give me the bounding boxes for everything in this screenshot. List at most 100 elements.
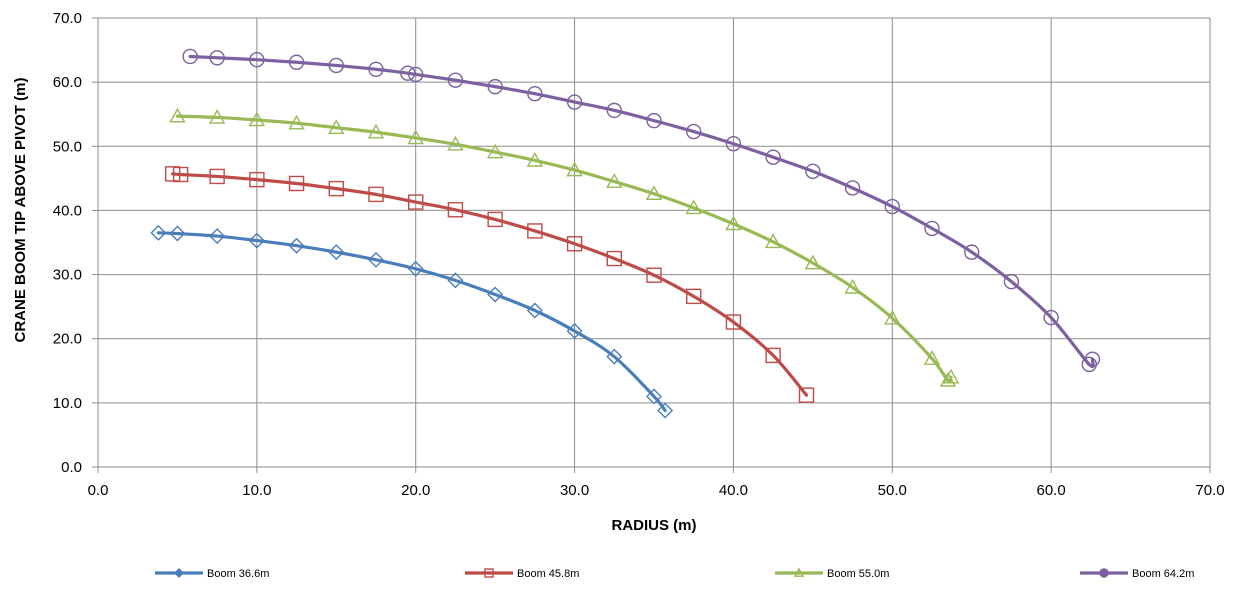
y-tick-label: 30.0 xyxy=(53,267,82,284)
series-line xyxy=(156,231,667,413)
data-point xyxy=(169,225,186,242)
x-axis-ticks: 0.0 10.0 20.0 30.0 40.0 50.0 60.0 70.0 xyxy=(88,482,1225,499)
data-point xyxy=(685,199,702,215)
data-point xyxy=(606,250,622,267)
data-point xyxy=(884,198,900,215)
legend: Boom 36.6m Boom 45.8m Boom 55.0m Boom 64.2m xyxy=(155,567,1194,580)
data-point xyxy=(328,180,344,197)
x-tick-label: 10.0 xyxy=(242,482,271,499)
data-point xyxy=(1084,351,1101,367)
data-point xyxy=(486,143,504,159)
x-tick-label: 30.0 xyxy=(560,482,589,499)
data-point xyxy=(367,123,385,139)
data-point xyxy=(606,173,623,188)
data-point xyxy=(288,175,305,192)
data-point xyxy=(764,233,782,249)
data-point xyxy=(686,123,702,140)
x-tick-label: 0.0 xyxy=(88,482,109,499)
data-point xyxy=(725,314,742,330)
data-point xyxy=(208,108,226,124)
data-point xyxy=(844,278,861,294)
series-3 xyxy=(169,107,960,387)
data-point xyxy=(447,272,464,289)
data-point xyxy=(209,168,225,185)
data-point xyxy=(288,237,305,254)
data-point xyxy=(606,348,623,365)
data-point xyxy=(248,111,266,127)
data-point xyxy=(923,350,941,365)
series-line xyxy=(175,114,953,383)
legend-label: Boom 36.6m xyxy=(207,568,269,580)
legend-marker xyxy=(174,568,184,578)
data-point xyxy=(408,66,424,83)
data-point xyxy=(164,166,181,182)
legend-item: Boom 55.0m xyxy=(775,567,889,580)
data-point xyxy=(884,309,901,325)
legend-marker xyxy=(793,567,805,577)
data-point xyxy=(942,368,960,384)
data-point xyxy=(805,163,821,180)
y-axis-ticks: 0.0 10.0 20.0 30.0 40.0 50.0 60.0 70.0 xyxy=(53,10,82,476)
data-point xyxy=(646,267,662,283)
data-point xyxy=(939,371,957,387)
data-point xyxy=(249,171,265,188)
data-point xyxy=(248,232,265,249)
x-tick-label: 60.0 xyxy=(1037,482,1066,499)
data-point xyxy=(368,251,384,268)
data-point xyxy=(407,129,424,145)
data-point xyxy=(686,288,702,305)
data-point xyxy=(328,244,345,261)
series-1 xyxy=(150,224,674,419)
data-point xyxy=(566,323,583,340)
series-4 xyxy=(182,48,1101,373)
data-point xyxy=(209,50,225,66)
data-point xyxy=(328,119,345,134)
data-point xyxy=(1043,309,1059,326)
data-point xyxy=(566,236,583,252)
data-point xyxy=(566,161,583,177)
data-point xyxy=(645,185,663,201)
data-point xyxy=(798,387,815,403)
data-point xyxy=(657,402,674,419)
legend-item: Boom 36.6m xyxy=(155,568,269,580)
x-tick-label: 40.0 xyxy=(719,482,748,499)
data-point xyxy=(447,202,464,218)
data-point xyxy=(400,65,416,81)
data-point xyxy=(646,388,662,405)
data-point xyxy=(487,286,504,303)
data-point xyxy=(368,61,384,78)
y-tick-label: 50.0 xyxy=(53,138,82,155)
data-point xyxy=(169,107,186,123)
data-point xyxy=(725,215,742,231)
y-tick-label: 70.0 xyxy=(53,10,82,27)
series-2 xyxy=(164,166,815,403)
data-point xyxy=(249,51,265,68)
data-point xyxy=(527,85,543,102)
y-tick-label: 10.0 xyxy=(53,395,82,412)
data-point xyxy=(487,211,503,228)
x-tick-label: 70.0 xyxy=(1195,482,1224,499)
legend-label: Boom 55.0m xyxy=(827,568,889,580)
data-point xyxy=(527,223,543,239)
x-axis-label: RADIUS (m) xyxy=(612,517,697,534)
data-point xyxy=(288,54,305,70)
data-point xyxy=(209,228,226,245)
legend-item: Boom 64.2m xyxy=(1080,568,1194,580)
plot-series xyxy=(150,48,1101,419)
data-point xyxy=(765,149,781,165)
data-point xyxy=(408,194,424,210)
data-point xyxy=(447,135,464,151)
data-point xyxy=(804,254,822,270)
data-point xyxy=(646,112,662,129)
data-point xyxy=(566,94,583,110)
data-point xyxy=(150,224,167,241)
y-tick-label: 20.0 xyxy=(53,331,82,348)
y-axis-label: CRANE BOOM TIP ABOVE PIVOT (m) xyxy=(12,77,29,342)
y-tick-label: 0.0 xyxy=(61,459,82,476)
y-tick-label: 40.0 xyxy=(53,202,82,219)
data-point xyxy=(288,114,305,130)
series-line xyxy=(171,172,809,397)
legend-item: Boom 45.8m xyxy=(465,568,579,580)
data-point xyxy=(526,302,543,319)
